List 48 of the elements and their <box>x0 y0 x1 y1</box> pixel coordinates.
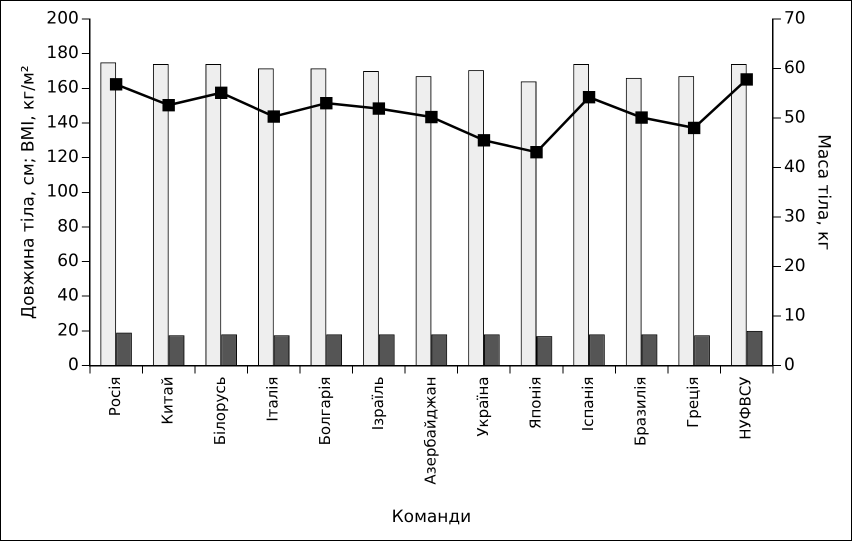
point <box>530 146 543 158</box>
point <box>110 78 122 91</box>
x-tick-label: Білорусь <box>211 376 230 446</box>
y2-tick-label: 40 <box>784 156 806 177</box>
x-tick-label: Болгарія <box>316 376 334 446</box>
y-tick-label: 80 <box>57 216 79 236</box>
y-tick-label: 20 <box>57 320 79 340</box>
y2-tick-label: 10 <box>784 305 806 326</box>
x-tick-label: Греція <box>684 376 702 428</box>
y2-tick-label: 30 <box>784 206 806 226</box>
point <box>582 91 596 104</box>
point <box>740 73 753 86</box>
y-axis-title: Довжина тіла, см; BMI, кг/м² <box>18 65 39 320</box>
point <box>215 86 228 99</box>
point <box>688 122 700 134</box>
x-tick-label: Іспанія <box>578 376 597 432</box>
point <box>320 96 333 110</box>
point <box>372 102 386 115</box>
y-tick-label: 0 <box>68 354 79 375</box>
x-tick-label: Китай <box>158 376 177 425</box>
x-tick-label: Японія <box>526 376 544 429</box>
point <box>478 134 490 146</box>
x-axis-title: Команди <box>392 507 472 528</box>
x-tick-label: НУФВСУ <box>736 376 755 440</box>
y2-axis-title: Маса тіла, кг <box>813 134 834 250</box>
x-tick-label: Бразилія <box>631 376 650 446</box>
point <box>162 98 175 112</box>
y2-tick-label: 70 <box>784 8 806 28</box>
x-tick-label: Україна <box>474 376 492 437</box>
y-tick-label: 60 <box>57 251 79 271</box>
point <box>635 111 648 124</box>
y-tick-label: 160 <box>46 78 79 98</box>
point <box>268 110 280 123</box>
y-tick-label: 40 <box>57 286 79 306</box>
x-tick-label: Росія <box>106 376 124 416</box>
y-tick-label: 140 <box>46 112 79 132</box>
y2-tick-label: 0 <box>784 354 795 375</box>
y-tick-label: 120 <box>46 147 79 168</box>
y-tick-label: 100 <box>46 182 79 202</box>
y-tick-label: 200 <box>46 8 79 28</box>
y2-tick-label: 50 <box>784 107 806 128</box>
point <box>425 110 438 124</box>
x-tick-label: Італія <box>264 376 282 422</box>
y2-tick-label: 20 <box>784 256 806 276</box>
x-tick-label: Ізраїль <box>368 376 387 430</box>
x-tick-label: Азербайджан <box>421 376 440 485</box>
y-tick-label: 180 <box>46 43 79 64</box>
y2-tick-label: 60 <box>784 58 806 78</box>
